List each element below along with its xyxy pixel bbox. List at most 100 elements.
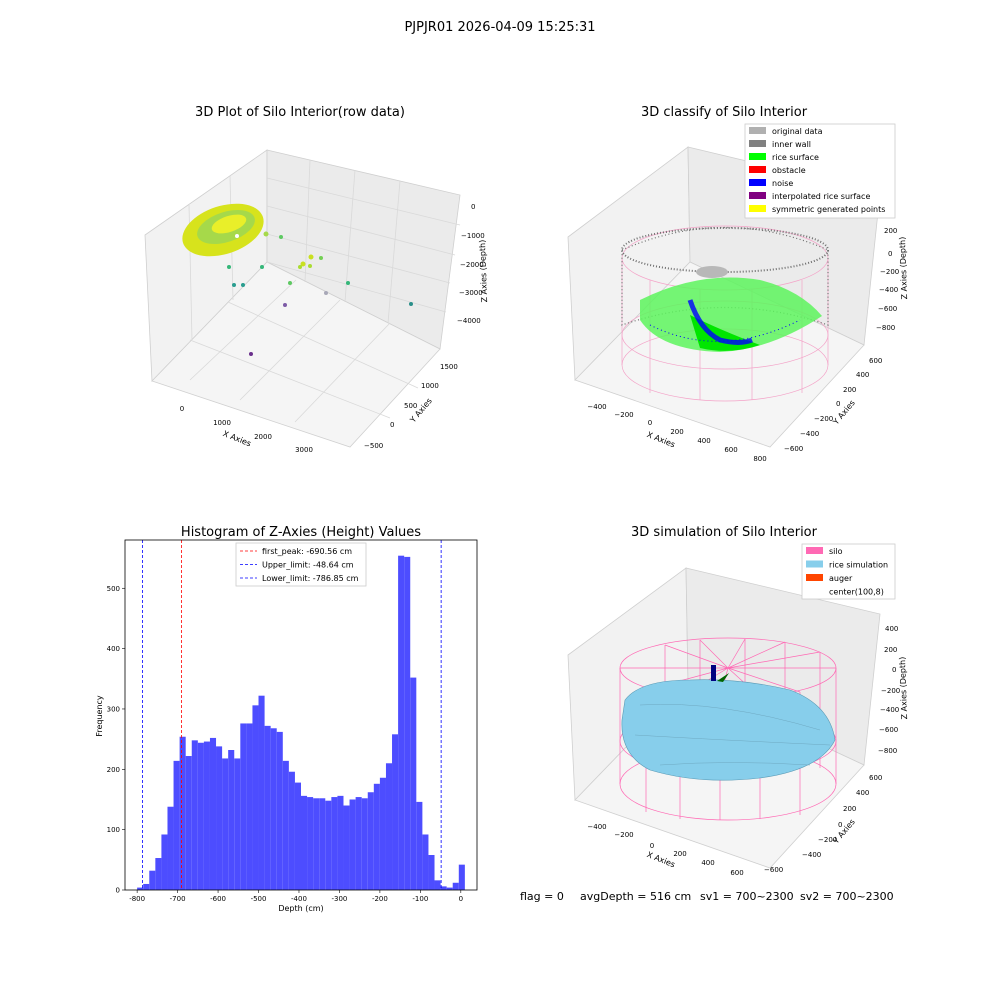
classify-xtick: −400 <box>587 403 606 411</box>
histogram-bar <box>173 760 180 890</box>
simulation-xtick: −200 <box>614 831 633 839</box>
simulation-auger <box>711 665 729 682</box>
histogram-bar <box>379 777 386 890</box>
histogram-legend: first_peak: -690.56 cm Upper_limit: -48.6… <box>235 542 367 587</box>
simulation-ztick: 0 <box>892 666 896 674</box>
histogram-ytick-label: 100 <box>107 826 120 834</box>
classify-legend-label: noise <box>772 179 793 188</box>
classify-ytick: −200 <box>814 415 833 423</box>
raw-yticks: −500 0 500 1000 1500 <box>364 363 458 450</box>
raw-xtick: 0 <box>180 405 184 413</box>
raw-xtick: 2000 <box>254 433 272 441</box>
histogram-bar <box>325 800 332 890</box>
histogram-bar <box>416 801 423 890</box>
simulation-ylabel: Y Axies <box>831 817 857 846</box>
raw-points <box>182 203 413 356</box>
simulation-zlabel: Z Axies (Depth) <box>898 657 909 720</box>
histogram-bar <box>240 723 247 890</box>
histogram-bar <box>264 725 271 890</box>
figure-suptitle: PJPJR01 2026-04-09 15:25:31 <box>404 20 595 35</box>
histogram-bar <box>209 737 217 890</box>
raw-ztick: −3000 <box>459 289 483 297</box>
histogram-bar <box>343 805 350 890</box>
raw-ztick: 0 <box>471 203 475 211</box>
classify-xtick: 200 <box>670 428 683 436</box>
histogram-bar <box>373 783 380 890</box>
panel-classify: 3D classify of Silo Interior original da… <box>567 105 909 463</box>
simulation-legend-label: rice simulation <box>829 561 888 570</box>
histogram-bar <box>246 723 253 890</box>
raw-zticks: 0 −1000 −2000 −3000 −4000 <box>457 203 485 325</box>
histogram-xtick-label: -100 <box>412 895 428 903</box>
histogram-bar <box>452 882 459 890</box>
histogram-bar <box>422 834 429 890</box>
simulation-ytick: −400 <box>802 851 821 859</box>
classify-legend-label: interpolated rice surface <box>772 192 870 201</box>
histogram-bar <box>203 741 210 890</box>
classify-ztick: −800 <box>876 324 895 332</box>
raw-xticks: 0 1000 2000 3000 <box>180 405 313 454</box>
histogram-ytick-label: 400 <box>107 645 120 653</box>
histogram-bar <box>270 728 277 890</box>
histogram-bar <box>458 864 465 890</box>
histogram-xtick-label: -700 <box>170 895 186 903</box>
classify-ytick: 0 <box>836 400 840 408</box>
classify-legend-swatch <box>749 205 766 212</box>
classify-legend-swatch <box>749 166 766 173</box>
classify-xtick: 400 <box>697 437 710 445</box>
raw-ztick: −4000 <box>457 317 481 325</box>
histogram-ytick-label: 200 <box>107 766 120 774</box>
classify-ytick: 400 <box>856 371 869 379</box>
classify-title: 3D classify of Silo Interior <box>641 105 808 120</box>
classify-legend: original data inner wall rice surface obsta… <box>744 123 896 219</box>
raw-ztick: −2000 <box>460 261 484 269</box>
histogram-bar <box>197 742 204 890</box>
simulation-legend-label: center(100,8) <box>829 588 884 597</box>
simulation-ytick: 200 <box>843 805 856 813</box>
classify-xtick: 600 <box>724 446 737 454</box>
histogram-xtick-label: -600 <box>210 895 226 903</box>
simulation-ztick: 200 <box>884 646 897 654</box>
histogram-xtick-label: -800 <box>129 895 145 903</box>
footer-sv2: sv2 = 700~2300 <box>800 890 894 903</box>
simulation-xticks: −400 −200 0 200 400 600 <box>587 823 743 877</box>
histogram-reference-lines <box>142 540 442 890</box>
histogram-bar <box>361 798 368 890</box>
histogram-bar <box>331 797 338 890</box>
simulation-xtick: 600 <box>730 869 743 877</box>
histogram-ytick-label: 0 <box>116 887 120 895</box>
classify-legend-label: rice surface <box>772 153 819 162</box>
simulation-legend-swatch <box>806 560 823 568</box>
histogram-bar <box>434 880 441 890</box>
histogram-bar <box>355 797 362 890</box>
histogram-bar <box>191 740 198 890</box>
histogram-bar <box>446 887 453 890</box>
histogram-bar <box>161 834 168 890</box>
simulation-ytick: −200 <box>818 836 837 844</box>
classify-xtick: 800 <box>753 455 766 463</box>
histogram-bar <box>398 555 405 890</box>
simulation-legend-swatch <box>806 574 823 581</box>
panel-raw: 3D Plot of Silo Interior(row data) <box>144 105 489 454</box>
histogram-bar <box>404 556 411 890</box>
classify-zlabel: Z Axies (Depth) <box>898 237 909 300</box>
simulation-ztick: −800 <box>878 747 897 755</box>
histogram-bar <box>143 883 150 890</box>
histogram-xtick-label: -500 <box>251 895 267 903</box>
histogram-bar <box>440 886 447 890</box>
histogram-bars <box>137 555 465 890</box>
histogram-frame <box>124 539 478 891</box>
classify-ztick: 200 <box>884 227 897 235</box>
histogram-bar <box>276 731 283 890</box>
histogram-bar <box>282 760 289 890</box>
classify-ytick: 600 <box>869 357 882 365</box>
raw-zlabel: Z Axies (Depth) <box>478 240 489 303</box>
histogram-bar <box>367 792 374 890</box>
histogram-xtick-label: -300 <box>331 895 347 903</box>
histogram-bar <box>137 887 144 890</box>
classify-ylabel: Y Axies <box>831 398 857 427</box>
histogram-bar <box>234 758 241 890</box>
raw-xlabel: X Axies <box>222 429 253 448</box>
histogram-bar <box>410 677 417 890</box>
panel-simulation: 3D simulation of Silo Interior silo rice … <box>567 525 909 877</box>
